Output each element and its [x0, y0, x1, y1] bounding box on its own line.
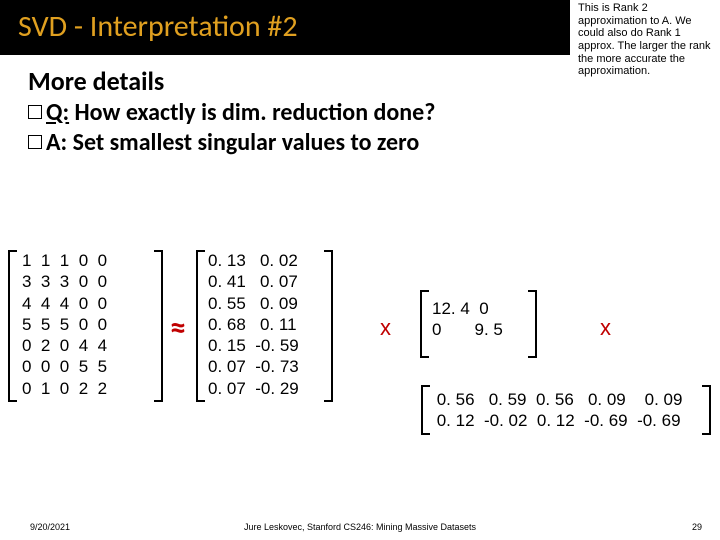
- bracket-icon: [154, 250, 163, 402]
- bracket-icon: [421, 385, 430, 435]
- slide-title: SVD - Interpretation #2: [0, 0, 570, 55]
- a-text: Set smallest singular values to zero: [67, 128, 419, 157]
- footer-attribution: Jure Leskovec, Stanford CS246: Mining Ma…: [0, 522, 720, 532]
- equation-row: 1 1 1 0 0 3 3 3 0 0 4 4 4 0 0 5 5 5 0 0 …: [0, 250, 720, 450]
- question-line: Q: How exactly is dim. reduction done?: [28, 98, 720, 128]
- answer-line: A: Set smallest singular values to zero: [28, 128, 720, 158]
- matrix-u: 0. 13 0. 02 0. 41 0. 07 0. 55 0. 09 0. 6…: [208, 250, 299, 399]
- multiply-symbol: x: [380, 315, 391, 341]
- multiply-symbol: x: [600, 315, 611, 341]
- footer-page-number: 29: [692, 522, 702, 532]
- matrix-sigma: 12. 4 0 0 9. 5: [432, 298, 503, 341]
- details-block: More details Q: How exactly is dim. redu…: [28, 65, 720, 158]
- q-label: Q:: [46, 98, 69, 127]
- checkbox-icon: [28, 105, 42, 119]
- matrix-v: 0. 56 0. 59 0. 56 0. 09 0. 09 0. 12 -0. …: [432, 389, 682, 432]
- matrix-a: 1 1 1 0 0 3 3 3 0 0 4 4 4 0 0 5 5 5 0 0 …: [22, 250, 107, 399]
- bracket-icon: [324, 250, 333, 402]
- bracket-icon: [196, 250, 205, 402]
- bracket-icon: [528, 290, 537, 358]
- approx-symbol: ≈: [170, 308, 186, 347]
- bracket-icon: [8, 250, 17, 402]
- checkbox-icon: [28, 135, 42, 149]
- side-annotation: This is Rank 2 approximation to A. We co…: [578, 2, 712, 78]
- bracket-icon: [702, 385, 711, 435]
- q-text: How exactly is dim. reduction done?: [69, 98, 435, 127]
- bracket-icon: [420, 290, 429, 358]
- a-label: A:: [46, 128, 67, 157]
